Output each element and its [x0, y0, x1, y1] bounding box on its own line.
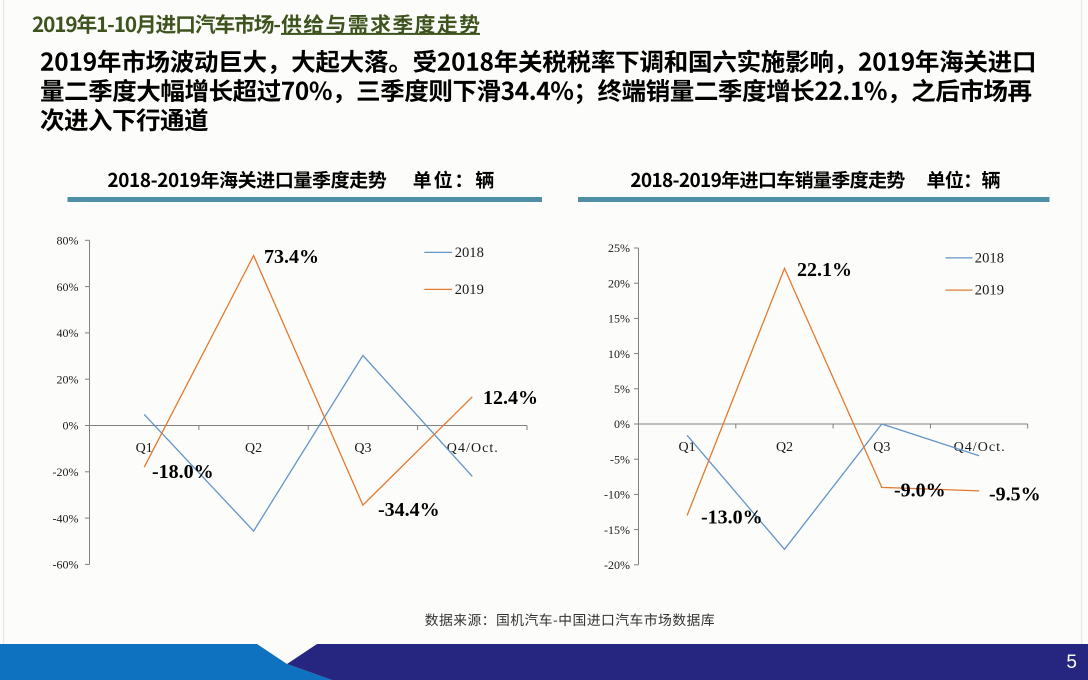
svg-text:5: 5: [1066, 652, 1077, 673]
svg-text:0%: 0%: [63, 419, 79, 433]
svg-text:Q3: Q3: [873, 440, 890, 455]
svg-text:-10%: -10%: [604, 488, 630, 502]
svg-text:-20%: -20%: [53, 465, 79, 479]
svg-text:2019: 2019: [455, 282, 484, 298]
svg-text:60%: 60%: [57, 280, 79, 294]
svg-text:10%: 10%: [608, 347, 630, 361]
svg-text:Q4/Oct.: Q4/Oct.: [447, 441, 498, 456]
svg-text:Q4/Oct.: Q4/Oct.: [954, 440, 1005, 455]
svg-text:-9.5%: -9.5%: [989, 484, 1041, 506]
svg-text:15%: 15%: [608, 312, 630, 326]
svg-text:73.4%: 73.4%: [264, 246, 319, 268]
svg-text:-20%: -20%: [604, 558, 630, 572]
svg-text:0%: 0%: [614, 417, 630, 431]
svg-text:Q2: Q2: [776, 440, 793, 455]
svg-text:20%: 20%: [608, 276, 630, 290]
svg-text:40%: 40%: [57, 326, 79, 340]
svg-text:-5%: -5%: [610, 452, 630, 466]
svg-text:2019: 2019: [975, 283, 1004, 299]
svg-text:22.1%: 22.1%: [797, 259, 852, 281]
svg-text:-18.0%: -18.0%: [152, 461, 214, 483]
svg-text:Q2: Q2: [245, 441, 262, 456]
svg-text:-15%: -15%: [604, 523, 630, 537]
svg-text:20%: 20%: [57, 372, 79, 386]
svg-text:-40%: -40%: [53, 511, 79, 525]
svg-text:Q1: Q1: [136, 441, 153, 456]
svg-text:-34.4%: -34.4%: [378, 499, 440, 521]
svg-text:-9.0%: -9.0%: [894, 480, 946, 502]
svg-text:12.4%: 12.4%: [483, 387, 538, 409]
svg-text:80%: 80%: [57, 234, 79, 248]
svg-text:2018: 2018: [975, 251, 1004, 267]
svg-text:5%: 5%: [614, 382, 630, 396]
svg-text:Q3: Q3: [354, 441, 371, 456]
svg-text:2018: 2018: [455, 245, 484, 261]
svg-text:Q1: Q1: [679, 440, 696, 455]
svg-text:-13.0%: -13.0%: [701, 507, 763, 529]
svg-text:25%: 25%: [608, 241, 630, 255]
svg-text:-60%: -60%: [53, 558, 79, 572]
